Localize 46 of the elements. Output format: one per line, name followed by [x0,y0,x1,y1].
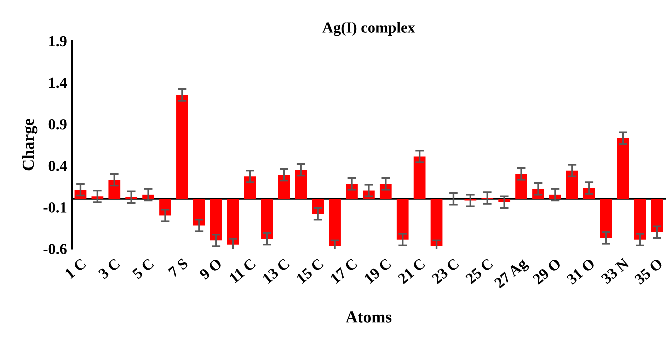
x-tick-label: 19 C [364,258,392,284]
bar [430,199,443,246]
bar [261,199,274,239]
x-tick-label: 33 N [600,258,630,285]
x-tick-label: 15 C [296,258,324,284]
bar [600,199,612,238]
bar [329,199,341,246]
y-tick-label: 0.4 [48,160,68,172]
bar [176,95,188,200]
x-axis-title: Atoms [346,312,392,323]
x-tick-label: 1 C [64,258,87,280]
x-tick-label: 23 C [431,258,460,284]
bar [193,199,206,226]
bar [396,199,409,240]
x-tick-label: 7 S [168,258,189,278]
x-tick-label: 31 O [566,258,596,286]
bar [108,180,121,200]
bar [227,199,240,245]
x-tick-label: 13 C [262,258,290,284]
bar [244,176,256,200]
bar [516,174,528,200]
y-axis-title: Charge [22,119,38,171]
bar [278,174,290,200]
x-tick-label: 27 Ag [494,258,530,292]
x-tick-label: 9 O [199,258,223,280]
y-tick-label: -0.6 [44,244,67,254]
x-tick-label: 35 O [634,258,664,286]
y-tick-label: 0.9 [48,119,67,130]
y-tick-label: -0.1 [44,202,67,213]
x-tick-label: 29 O [532,258,562,286]
x-tick-label: 21 C [398,258,426,284]
bar [634,199,646,240]
bar [651,199,664,232]
bar [210,199,222,241]
bar [617,138,630,200]
bar [414,156,426,200]
x-tick-label: 25 C [465,258,494,284]
x-tick-label: 11 C [229,258,256,284]
x-tick-label: 17 C [330,258,358,284]
x-tick-label: 3 C [98,258,121,280]
bar [566,170,578,200]
bar [295,170,308,200]
x-tick-label: 5 C [132,258,155,280]
y-tick-label: 1.9 [50,36,67,47]
chart-title: Ag(I) complex [322,22,416,36]
y-tick-label: 1.4 [50,78,68,88]
